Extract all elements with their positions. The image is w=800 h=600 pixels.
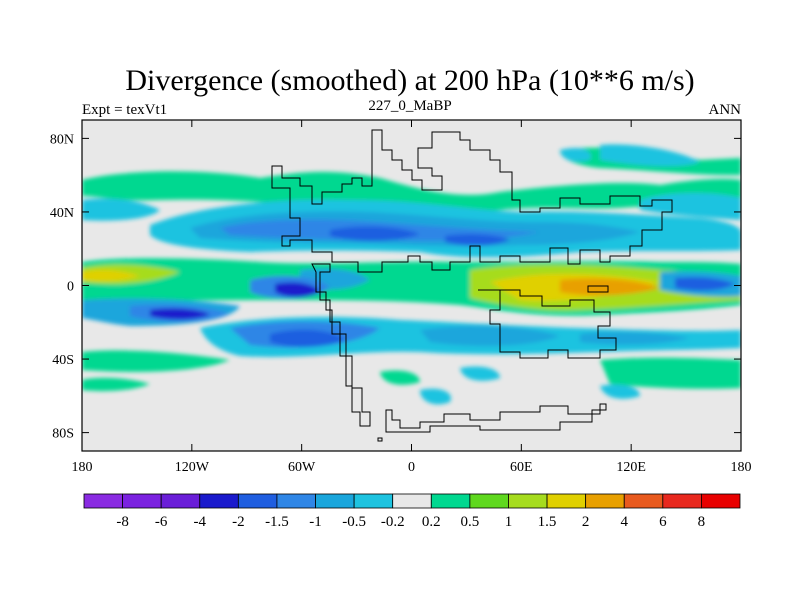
colorbar: -8 -6 -4 -2 -1.5 -1 -0.5 -0.2 0.2 0.5 1 1.5 2 4 6 8 xyxy=(83,493,741,530)
field-region xyxy=(150,308,210,320)
colorbar-label: 1 xyxy=(505,514,513,530)
field-region xyxy=(82,377,150,392)
colorbar-swatch xyxy=(160,493,201,509)
y-tick-label: 0 xyxy=(67,280,74,295)
colorbar-swatch xyxy=(83,493,123,509)
field-region xyxy=(82,171,741,212)
colorbar-swatch xyxy=(353,493,394,509)
colorbar-label: -0.5 xyxy=(342,514,366,530)
x-tick-label: 180 xyxy=(72,460,93,475)
colorbar-swatch xyxy=(392,493,432,509)
colorbar-label: 8 xyxy=(698,514,706,530)
colorbar-label: -4 xyxy=(194,514,207,530)
colorbar-label: -2 xyxy=(232,514,245,530)
field-region xyxy=(380,370,420,385)
x-tick-label: 120E xyxy=(616,460,646,475)
field-region xyxy=(420,388,451,405)
colorbar-swatch xyxy=(508,493,548,509)
field-region xyxy=(460,366,500,381)
colorbar-label: 0.5 xyxy=(461,514,480,530)
x-tick-label: 120W xyxy=(175,460,210,475)
colorbar-swatch xyxy=(469,493,509,509)
colorbar-swatch xyxy=(276,493,316,509)
colorbar-label: 4 xyxy=(620,514,628,530)
y-tick-label: 80S xyxy=(52,427,74,442)
colorbar-label: -1.5 xyxy=(265,514,289,530)
field-region xyxy=(600,357,741,389)
field-region xyxy=(275,282,320,298)
subtitle-left: Expt = texVt1 xyxy=(82,102,167,118)
colorbar-swatch xyxy=(701,493,741,509)
colorbar-label: 6 xyxy=(659,514,667,530)
field-region xyxy=(270,329,345,347)
field-region xyxy=(82,198,160,221)
subtitle-center: 227_0_MaBP xyxy=(368,98,451,114)
colorbar-swatch xyxy=(122,493,162,509)
field-region xyxy=(330,226,420,241)
colorbar-swatch xyxy=(199,493,239,509)
field-region xyxy=(600,384,640,399)
colorbar-swatch xyxy=(623,493,664,509)
y-tick-label: 80N xyxy=(50,132,74,147)
colorbar-swatch xyxy=(430,493,471,509)
colorbar-label: 0.2 xyxy=(422,514,441,530)
chart-title: Divergence (smoothed) at 200 hPa (10**6 … xyxy=(125,64,694,97)
x-axis: 180 120W 60W 0 60E 120E 180 xyxy=(72,120,752,475)
field-region xyxy=(445,234,510,246)
field-region xyxy=(600,144,700,167)
colorbar-label: -6 xyxy=(155,514,168,530)
x-tick-label: 60W xyxy=(288,460,316,475)
colorbar-swatch xyxy=(662,493,702,509)
colorbar-label: -0.2 xyxy=(381,514,405,530)
y-tick-label: 40S xyxy=(52,353,74,368)
x-tick-label: 180 xyxy=(731,460,752,475)
y-axis: 80N 40N 0 40S 80S xyxy=(50,132,741,442)
field-region xyxy=(560,148,591,162)
x-tick-label: 60E xyxy=(510,460,533,475)
field-region xyxy=(675,277,735,291)
x-tick-label: 0 xyxy=(408,460,415,475)
colorbar-label: -1 xyxy=(309,514,322,530)
colorbar-swatch xyxy=(585,493,625,509)
field-region xyxy=(420,325,560,346)
colorbar-label: 2 xyxy=(582,514,590,530)
field-region xyxy=(560,278,660,296)
colorbar-label: 1.5 xyxy=(538,514,557,530)
field-region xyxy=(82,350,230,372)
colorbar-swatch xyxy=(237,493,278,509)
colorbar-swatch xyxy=(546,493,587,509)
field-region xyxy=(82,269,140,282)
field-region xyxy=(580,331,690,345)
subtitle-right: ANN xyxy=(709,102,742,118)
y-tick-label: 40N xyxy=(50,206,74,221)
colorbar-swatch xyxy=(315,493,355,509)
land-boundary xyxy=(271,129,673,442)
colorbar-label: -8 xyxy=(116,514,129,530)
